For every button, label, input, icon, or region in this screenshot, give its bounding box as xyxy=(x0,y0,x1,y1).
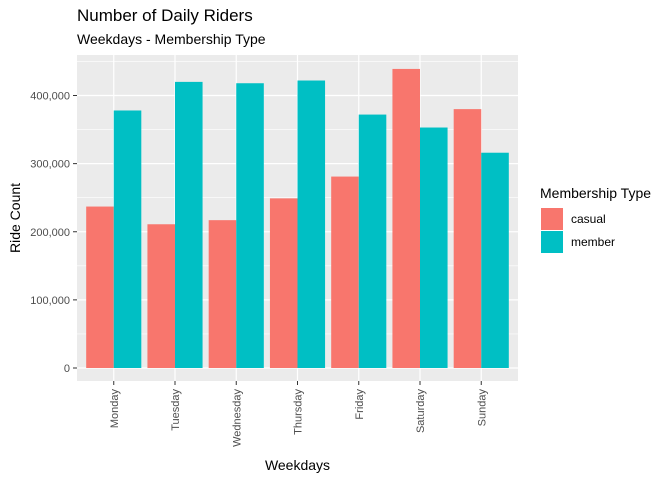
x-axis-title: Weekdays xyxy=(265,457,330,473)
legend-label-member: member xyxy=(571,235,615,249)
y-tick-label: 400,000 xyxy=(30,91,70,103)
bar-member-saturday xyxy=(420,127,448,368)
y-tick-label: 300,000 xyxy=(30,159,70,171)
bar-casual-monday xyxy=(86,206,114,368)
y-tick-label: 100,000 xyxy=(30,295,70,307)
x-axis: Monday Tuesday Wednesday Thursday Friday Satu… xyxy=(109,381,488,447)
legend: Membership Type casual member xyxy=(540,185,651,253)
bar-member-friday xyxy=(358,114,387,368)
bar-member-sunday xyxy=(481,152,509,368)
bar-casual-tuesday xyxy=(147,224,175,368)
x-tick-label: Wednesday xyxy=(231,389,243,447)
legend-label-casual: casual xyxy=(571,212,606,226)
bar-member-thursday xyxy=(297,80,326,368)
bar-member-tuesday xyxy=(175,81,203,368)
x-tick-label: Tuesday xyxy=(170,389,182,431)
y-axis-title: Ride Count xyxy=(7,183,23,253)
legend-key-member xyxy=(541,231,563,253)
bar-casual-thursday xyxy=(269,198,298,368)
chart-subtitle: Weekdays - Membership Type xyxy=(77,31,266,47)
x-tick-label: Friday xyxy=(354,389,366,420)
bar-casual-saturday xyxy=(392,68,420,369)
bar-casual-sunday xyxy=(453,109,482,368)
legend-title: Membership Type xyxy=(540,185,651,201)
x-tick-label: Saturday xyxy=(415,389,427,434)
bars xyxy=(86,68,509,369)
x-tick-label: Thursday xyxy=(293,389,305,435)
bar-casual-friday xyxy=(331,176,359,368)
y-tick-label: 200,000 xyxy=(30,227,70,239)
bar-casual-wednesday xyxy=(208,220,237,368)
chart-title: Number of Daily Riders xyxy=(77,6,253,25)
bar-member-wednesday xyxy=(236,83,264,369)
y-tick-label: 0 xyxy=(64,363,70,375)
y-axis: 0 100,000 200,000 300,000 400,000 xyxy=(30,91,77,375)
x-tick-label: Sunday xyxy=(476,389,488,427)
legend-key-casual xyxy=(541,208,563,230)
x-tick-label: Monday xyxy=(109,389,121,429)
bar-member-monday xyxy=(113,110,142,369)
